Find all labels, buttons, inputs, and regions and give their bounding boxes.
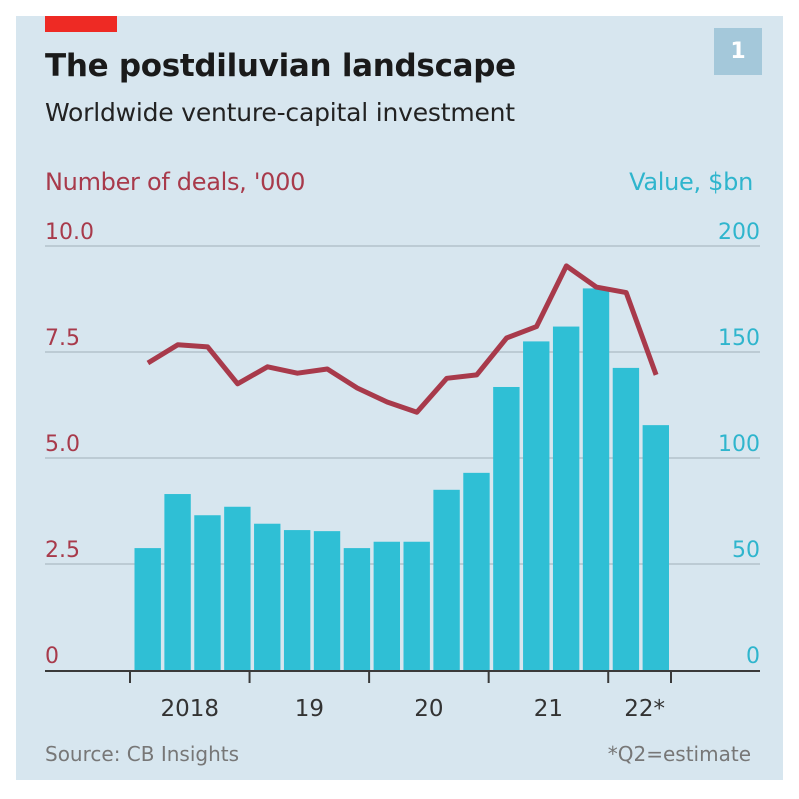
chart-title: The postdiluvian landscape [45,48,516,84]
value-bar [493,386,520,670]
value-bar [373,541,400,670]
x-tick-label: 21 [534,696,563,722]
left-tick-label: 7.5 [45,326,80,351]
deals-line-group [146,263,659,415]
chart-number-badge: 1 [714,28,762,75]
value-bar [642,425,669,670]
source-note: Source: CB Insights [45,742,240,766]
x-tick-label: 19 [295,696,324,722]
value-bar [283,530,311,670]
value-bar [224,506,251,670]
left-tick-label: 10.0 [45,220,94,245]
deals-line [146,263,659,415]
x-axis [45,670,760,683]
value-bar [254,523,281,670]
left-tick-label: 5.0 [45,432,80,457]
value-bar [523,341,550,670]
value-bar [463,472,490,670]
right-tick-label: 100 [718,432,760,457]
value-bar [582,288,610,670]
value-bar [313,531,341,670]
right-tick-label: 200 [718,220,760,245]
left-axis-title: Number of deals, '000 [45,168,306,196]
left-tick-label: 2.5 [45,538,80,563]
value-bar [612,367,640,670]
right-tick-label: 0 [746,644,760,669]
footnote: *Q2=estimate [607,742,751,766]
right-tick-label: 150 [718,326,760,351]
y-tick-labels: 0 2.5 5.0 7.5 10.0 0 50 100 150 200 [45,220,760,669]
value-bar [343,548,371,670]
value-bar [164,494,191,670]
x-tick-label: 2018 [161,696,220,722]
chart-subtitle: Worldwide venture-capital investment [45,98,515,127]
value-bar [552,326,580,670]
x-tick-labels: 2018 19 20 21 22* [161,696,665,722]
value-bar [134,548,161,670]
value-bars [134,288,669,670]
value-bar [433,489,460,670]
value-bar [403,541,430,670]
left-tick-label: 0 [45,644,59,669]
x-tick-label: 20 [414,696,443,722]
brand-accent-bar [45,16,117,32]
x-tick-label: 22* [624,696,665,722]
value-bar [194,515,221,670]
right-axis-title: Value, $bn [629,168,753,196]
right-tick-label: 50 [732,538,760,563]
